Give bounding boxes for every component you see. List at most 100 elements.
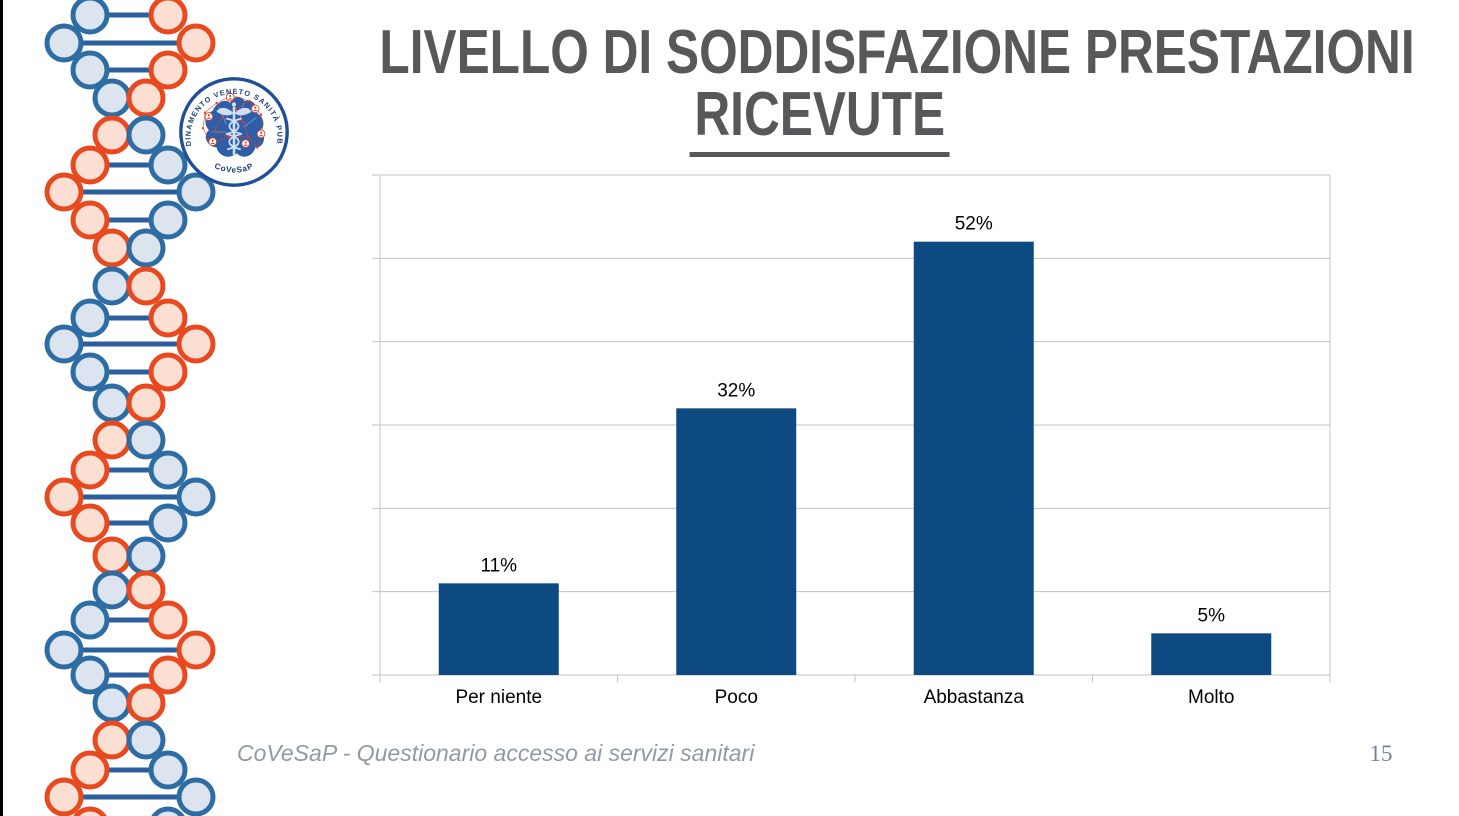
dna-node [126,420,166,460]
person-badge [225,92,235,102]
data-label-poco: 32% [717,380,755,401]
dna-node [148,200,188,240]
dna-node [70,0,110,35]
bar-molto [1151,633,1272,675]
data-label-per-niente: 11% [480,555,517,576]
dna-node [70,352,110,392]
dna-helix-decoration [44,0,216,816]
person-icon [259,134,263,137]
dna-node [44,777,84,816]
person-badge [208,137,218,146]
dna-node [92,115,132,155]
dna-node [151,806,185,816]
category-label-per-niente: Per niente [455,687,542,708]
network-link [243,122,249,137]
dna-node [148,655,188,695]
footer-text: CoVeSaP - Questionario accesso ai serviz… [237,740,755,766]
dna-node [70,450,110,490]
network-node [242,121,245,124]
network-node [221,116,224,119]
category-label-poco: Poco [715,687,758,708]
title-line-1: LIVELLO DI SODDISFAZIONE PRESTAZIONI [379,18,1415,87]
network-node [213,128,216,132]
dna-node [92,420,132,460]
dna-node [92,266,132,306]
network-link [231,94,250,102]
dna-node [126,720,166,760]
network-link [248,136,258,148]
dna-node [176,172,216,212]
data-label-abbastanza: 52% [955,214,993,235]
dna-node [148,450,188,490]
network-node [248,99,251,103]
dna-node [126,115,166,155]
dna-node [148,600,188,640]
dna-node [44,324,84,364]
dna-node [126,228,166,268]
slide-title: LIVELLO DI SODDISFAZIONE PRESTAZIONI RIC… [250,18,1415,157]
slide-left-edge [0,0,3,816]
person-icon [260,131,263,134]
caduceus-icon [216,102,252,156]
person-icon [207,114,210,117]
network-node [203,111,207,114]
dna-node [176,777,216,816]
dna-node [70,50,110,90]
network-link [214,129,230,138]
network-node [201,126,205,130]
data-label-molto: 5% [1198,605,1226,626]
dna-node [92,720,132,760]
person-badge [241,139,250,148]
caduceus-knob [231,102,237,107]
dna-node [126,266,166,306]
dna-node [92,536,132,576]
dna-node [92,228,132,268]
dna-node [126,536,166,576]
dna-node [73,806,107,816]
person-icon [228,98,233,100]
title-line-2: RICEVUTE [250,80,1390,157]
caduceus-snake-right [228,117,242,151]
dna-node [176,477,216,517]
bar-abbastanza [913,241,1034,675]
dna-node [176,23,216,63]
dna-node [176,630,216,670]
network-node [256,146,259,149]
category-label-molto: Molto [1188,687,1234,708]
dna-node [70,298,110,338]
dna-node [70,655,110,695]
dna-node [148,50,188,90]
dna-node [44,477,84,517]
person-icon [253,109,258,112]
person-icon [243,144,248,146]
dna-node [176,324,216,364]
dna-node [148,750,188,790]
caduceus-wing-left [216,107,234,116]
dna-node [126,383,166,423]
dna-node [70,503,110,543]
person-icon [229,94,232,98]
person-icon [254,106,257,109]
network-node [234,107,238,110]
dna-node [70,200,110,240]
network-node [228,135,231,138]
page-number: 15 [1369,741,1393,766]
dna-node [126,683,166,723]
covesap-logo-svg: COORDINAMENTO VENETO SANITÀ PUBBLICA CoV… [173,67,289,187]
dna-node [148,145,188,185]
dna-node [148,298,188,338]
dna-node [92,570,132,610]
network-node [259,113,263,116]
person-badge [204,112,214,121]
dna-node [44,630,84,670]
network-node [247,135,250,138]
network-node [215,101,218,105]
network-link [202,112,206,129]
dna-node [92,383,132,423]
network-link [204,102,217,113]
caduceus-wing-right [234,107,252,116]
caduceus-snake-left [226,117,240,151]
logo-bottom-text: CoVeSaP [213,161,255,174]
category-label-abbastanza: Abbastanza [924,687,1025,708]
